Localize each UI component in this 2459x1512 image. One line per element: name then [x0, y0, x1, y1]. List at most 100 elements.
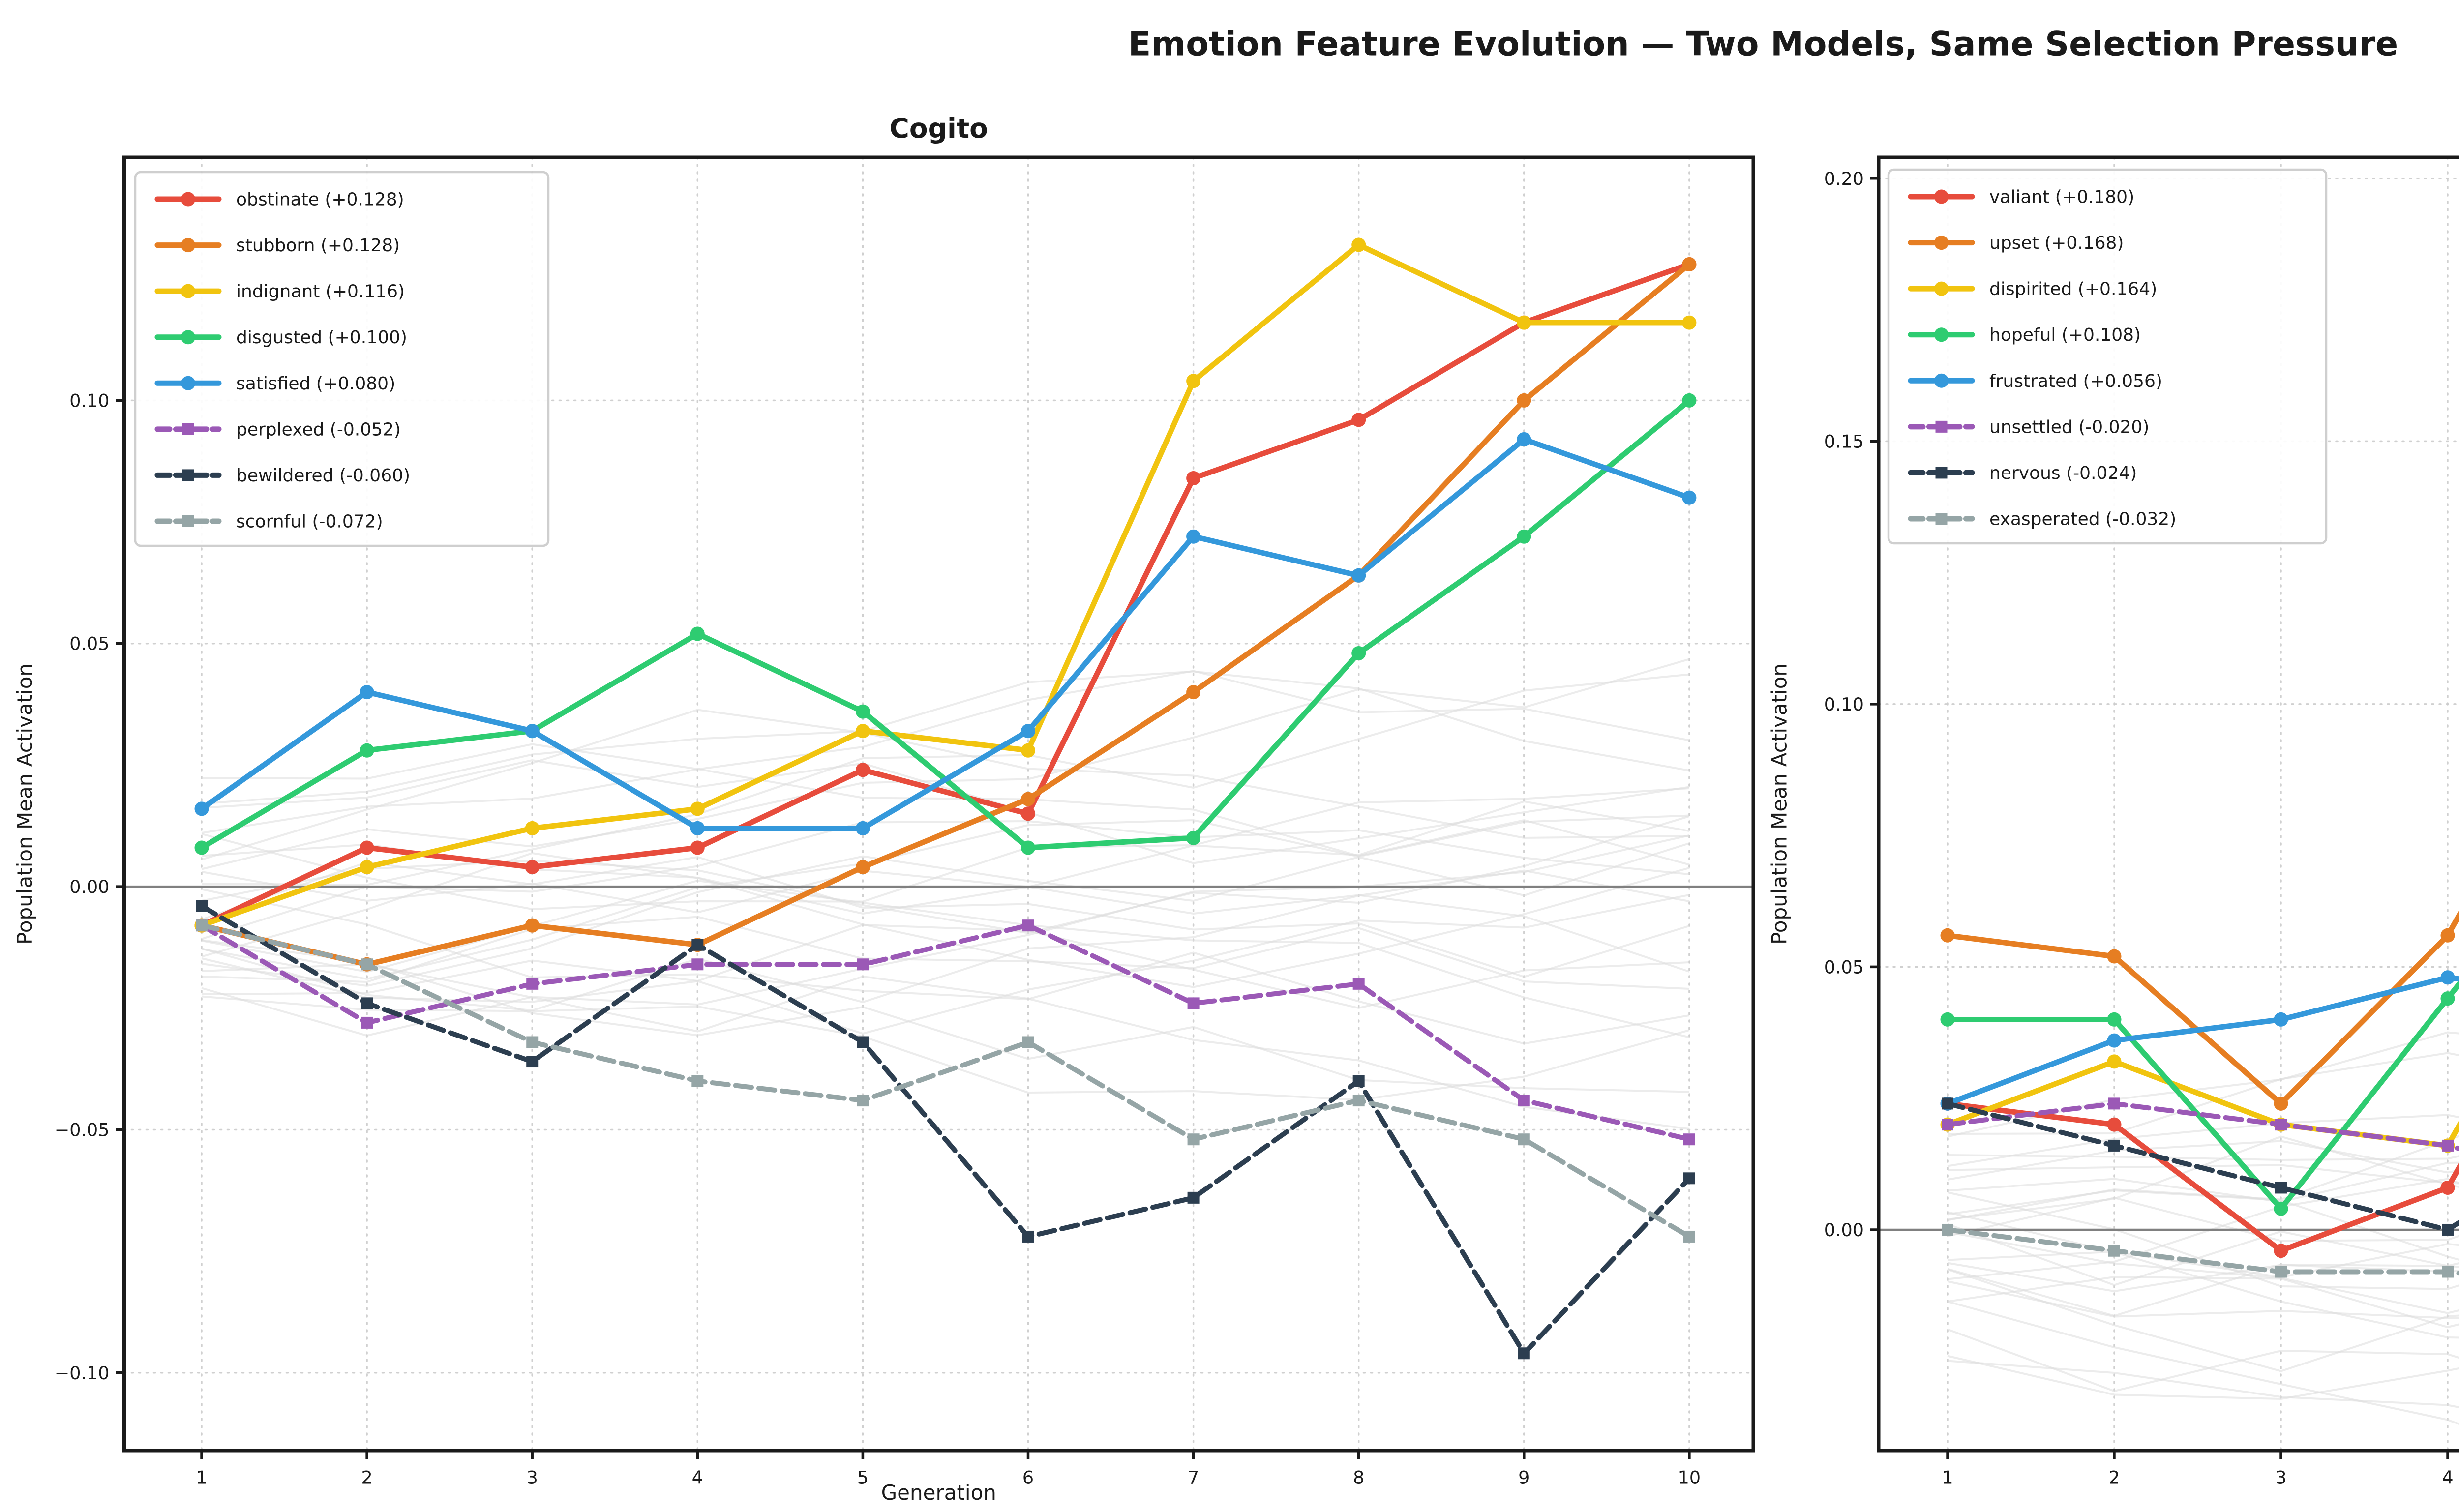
faint-feature-line — [201, 995, 1690, 1101]
data-point-disgusted — [855, 704, 870, 719]
data-point-bewildered — [1518, 1347, 1530, 1360]
x-axis-label: Generation — [881, 1481, 996, 1505]
x-tick-label: 2 — [2108, 1467, 2120, 1488]
data-point-bewildered — [1022, 1230, 1034, 1243]
data-point-perplexed — [1683, 1133, 1695, 1146]
data-point-dispirited — [2107, 1054, 2122, 1069]
legend-label-disgusted: disgusted (+0.100) — [236, 327, 407, 348]
legend-swatch-marker-valiant — [1934, 189, 1949, 204]
y-tick-label: 0.20 — [1824, 168, 1864, 189]
data-point-disgusted — [1021, 840, 1035, 855]
data-point-hopeful — [2440, 991, 2455, 1006]
data-point-nervous — [2275, 1182, 2287, 1194]
series-line-nervous — [1945, 1101, 2459, 1233]
faint-feature-line — [1947, 1243, 2459, 1278]
data-point-scornful — [1352, 1095, 1365, 1107]
data-point-frustrated — [2440, 970, 2455, 985]
data-point-disgusted — [690, 626, 705, 641]
data-point-bewildered — [196, 900, 208, 912]
data-point-disgusted — [194, 840, 209, 855]
legend-label-nervous: nervous (-0.024) — [1989, 463, 2137, 483]
legend-swatch-marker-scornful — [182, 515, 194, 527]
figure-title: Emotion Feature Evolution — Two Models, … — [1128, 25, 2398, 64]
faint-feature-line — [1947, 1355, 2459, 1400]
data-point-indignant — [1021, 743, 1035, 758]
legend-label-obstinate: obstinate (+0.128) — [236, 190, 404, 210]
data-point-stubborn — [1186, 685, 1201, 700]
series-perplexed — [196, 919, 1695, 1146]
data-point-bewildered — [1352, 1075, 1365, 1087]
data-point-upset — [1940, 928, 1955, 943]
legend-label-valiant: valiant (+0.180) — [1989, 187, 2134, 208]
legend-swatch-marker-obstinate — [181, 192, 195, 207]
data-point-hopeful — [2274, 1201, 2288, 1216]
faint-feature-line — [1947, 1360, 2459, 1408]
data-point-frustrated — [2274, 1012, 2288, 1027]
faint-feature-line — [1947, 1280, 2459, 1319]
x-tick-label: 3 — [2275, 1467, 2286, 1488]
x-tick-label: 4 — [2442, 1467, 2453, 1488]
faint-feature-line — [1947, 1231, 2459, 1314]
faint-feature-line — [201, 820, 1690, 940]
legend-swatch-marker-frustrated — [1934, 373, 1949, 388]
x-tick-label: 1 — [196, 1467, 207, 1488]
faint-feature-line — [201, 814, 1690, 980]
legend-label-upset: upset (+0.168) — [1989, 233, 2124, 253]
data-point-valiant — [2440, 1180, 2455, 1195]
series-group — [194, 237, 1697, 1360]
faint-feature-line — [201, 670, 1690, 805]
series-line-indignant — [199, 242, 1692, 928]
faint-feature-line — [201, 709, 1690, 860]
faint-feature-line — [201, 939, 1690, 1093]
faint-feature-line — [1947, 1135, 2459, 1221]
data-point-perplexed — [1518, 1095, 1530, 1107]
y-axis-label: Population Mean Activation — [13, 663, 37, 945]
faint-feature-line — [1947, 1262, 2459, 1293]
legend-label-dispirited: dispirited (+0.164) — [1989, 279, 2157, 299]
data-point-disgusted — [1682, 393, 1697, 408]
data-point-upset — [2440, 928, 2455, 943]
series-line-dispirited — [1945, 1059, 2459, 1149]
series-line-exasperated — [1945, 1227, 2459, 1276]
series-line-frustrated — [1945, 975, 2459, 1106]
data-point-indignant — [1517, 315, 1531, 330]
data-point-exasperated — [2275, 1266, 2287, 1278]
x-tick-label: 3 — [527, 1467, 538, 1488]
faint-feature-line — [201, 916, 1690, 990]
y-tick-label: 0.00 — [69, 876, 109, 897]
x-tick-label: 6 — [1022, 1467, 1034, 1488]
legend-label-stubborn: stubborn (+0.128) — [236, 236, 400, 256]
faint-feature-line — [201, 670, 1690, 834]
legend-swatch-marker-exasperated — [1935, 513, 1948, 525]
series-unsettled — [1942, 1097, 2459, 1152]
data-point-perplexed — [526, 978, 539, 990]
x-tick-label: 1 — [1942, 1467, 1953, 1488]
data-point-stubborn — [1517, 393, 1531, 408]
data-point-obstinate — [690, 840, 705, 855]
chart-title: Cogito — [890, 113, 988, 144]
background-traces — [1947, 1031, 2459, 1425]
data-point-scornful — [361, 958, 373, 971]
x-tick-label: 10 — [1678, 1467, 1701, 1488]
data-point-perplexed — [1352, 978, 1365, 990]
series-nervous — [1942, 1097, 2459, 1236]
faint-feature-line — [201, 658, 1690, 870]
x-tick-label: 4 — [692, 1467, 703, 1488]
chart-cogito: 1 2 3 4 5 6 7 8 9 10 0.10 0.05 0.00 −0.05 −0.10 Cogito G… — [13, 113, 1755, 1505]
data-point-valiant — [2274, 1244, 2288, 1258]
data-point-perplexed — [1187, 997, 1200, 1009]
data-point-frustrated — [2107, 1033, 2122, 1048]
background-traces — [201, 658, 1690, 1130]
faint-feature-line — [201, 787, 1690, 911]
data-point-bewildered — [526, 1056, 539, 1068]
data-point-indignant — [855, 724, 870, 739]
y-tick-label: 0.15 — [1824, 431, 1864, 452]
axes-spines — [1877, 155, 2459, 1453]
data-point-bewildered — [857, 1036, 869, 1048]
data-point-scornful — [857, 1095, 869, 1107]
faint-feature-line — [1947, 1031, 2459, 1138]
data-point-perplexed — [361, 1016, 373, 1029]
faint-feature-line — [1947, 1301, 2459, 1425]
data-point-bewildered — [1187, 1191, 1200, 1204]
